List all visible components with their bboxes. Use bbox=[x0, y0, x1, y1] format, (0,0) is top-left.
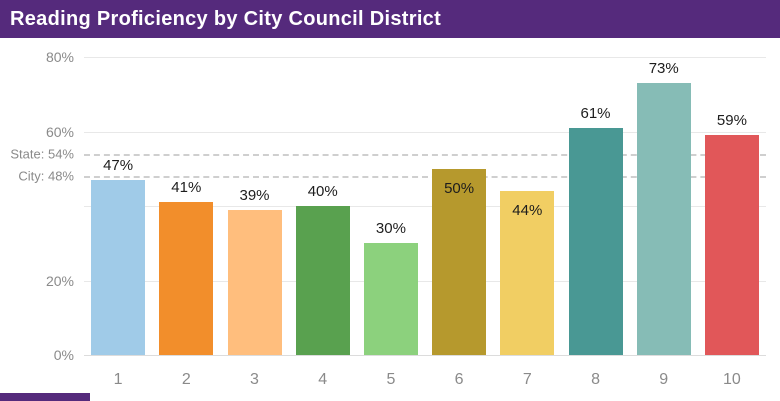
bar-district-8 bbox=[568, 127, 623, 355]
bar-district-3 bbox=[227, 209, 282, 355]
gridline-20 bbox=[84, 280, 766, 282]
bar-slot-district-7: 44% 7 bbox=[493, 57, 561, 388]
bar-slot-district-2: 41% 2 bbox=[152, 57, 220, 388]
bar-slot-district-9: 73% 9 bbox=[630, 57, 698, 388]
gridline-40 bbox=[84, 206, 766, 207]
reference-line-label: State: 54% bbox=[10, 146, 74, 162]
x-tick-label: 2 bbox=[181, 371, 191, 388]
gridline-60 bbox=[84, 131, 766, 133]
bar-district-1 bbox=[91, 179, 146, 355]
y-tick-label: 0% bbox=[53, 347, 74, 363]
y-axis: 80% 60% 20% 0% State: 54% City: 48% bbox=[0, 49, 78, 363]
bar-district-5 bbox=[363, 243, 418, 355]
x-tick-label: 8 bbox=[591, 371, 600, 388]
bars-container: 47% 1 41% 2 39% 3 40% 4 30% 5 50% 6 44% 7 61% 8 73% 9 59% 1… bbox=[84, 57, 766, 388]
bar-slot-district-3: 39% 3 bbox=[220, 57, 288, 388]
bar-district-6 bbox=[432, 168, 487, 355]
bar-chart: 80% 60% 20% 0% State: 54% City: 48% 47% 1 41% 2 3… bbox=[0, 38, 780, 401]
bar-value-label: 41% bbox=[171, 179, 202, 197]
bar-slot-district-8: 61% 8 bbox=[561, 57, 629, 388]
bar-district-7 bbox=[500, 191, 555, 355]
bar-value-label: 59% bbox=[716, 112, 747, 130]
x-tick-label: 3 bbox=[250, 371, 259, 388]
y-tick-label: 20% bbox=[45, 272, 74, 289]
x-tick-label: 9 bbox=[659, 371, 669, 388]
bar-value-label: 50% bbox=[444, 179, 475, 197]
bar-value-label: 44% bbox=[512, 202, 543, 220]
bar-slot-district-1: 47% 1 bbox=[84, 57, 152, 388]
bar-district-10 bbox=[704, 135, 759, 355]
reference-line-label: City: 48% bbox=[18, 168, 74, 184]
reference-line bbox=[84, 153, 766, 156]
x-tick-label: 4 bbox=[318, 371, 328, 388]
chart-title: Reading Proficiency by City Council Dist… bbox=[10, 7, 442, 30]
y-tick-label: 60% bbox=[45, 123, 74, 140]
bar-value-label: 30% bbox=[375, 220, 406, 238]
plot-area: 47% 1 41% 2 39% 3 40% 4 30% 5 50% 6 44% 7 61% 8 73% 9 59% 1… bbox=[84, 57, 766, 388]
bar-value-label: 61% bbox=[580, 104, 611, 122]
bar-district-4 bbox=[295, 206, 350, 355]
bar-value-label: 39% bbox=[239, 186, 270, 204]
bar-value-label: 40% bbox=[307, 183, 338, 200]
x-tick-label: 6 bbox=[454, 371, 464, 388]
x-tick-label: 5 bbox=[386, 371, 396, 388]
bar-slot-district-5: 30% 5 bbox=[357, 57, 425, 388]
bar-value-label: 47% bbox=[103, 156, 134, 174]
bar-district-2 bbox=[159, 202, 214, 355]
x-axis-baseline bbox=[84, 355, 766, 356]
gridline-80 bbox=[84, 57, 766, 58]
bar-value-label: 73% bbox=[648, 60, 679, 78]
bar-slot-district-4: 40% 4 bbox=[289, 57, 357, 388]
bar-district-9 bbox=[636, 83, 691, 355]
bar-slot-district-6: 50% 6 bbox=[425, 57, 493, 388]
x-tick-label: 7 bbox=[522, 371, 532, 388]
bottom-accent-bar bbox=[0, 393, 90, 401]
y-tick-label: 80% bbox=[45, 49, 74, 65]
bar-slot-district-10: 59% 10 bbox=[698, 57, 766, 388]
x-tick-label: 1 bbox=[113, 371, 123, 388]
chart-title-bar: Reading Proficiency by City Council Dist… bbox=[0, 0, 780, 38]
reference-line bbox=[84, 176, 766, 179]
x-tick-label: 10 bbox=[723, 371, 741, 388]
